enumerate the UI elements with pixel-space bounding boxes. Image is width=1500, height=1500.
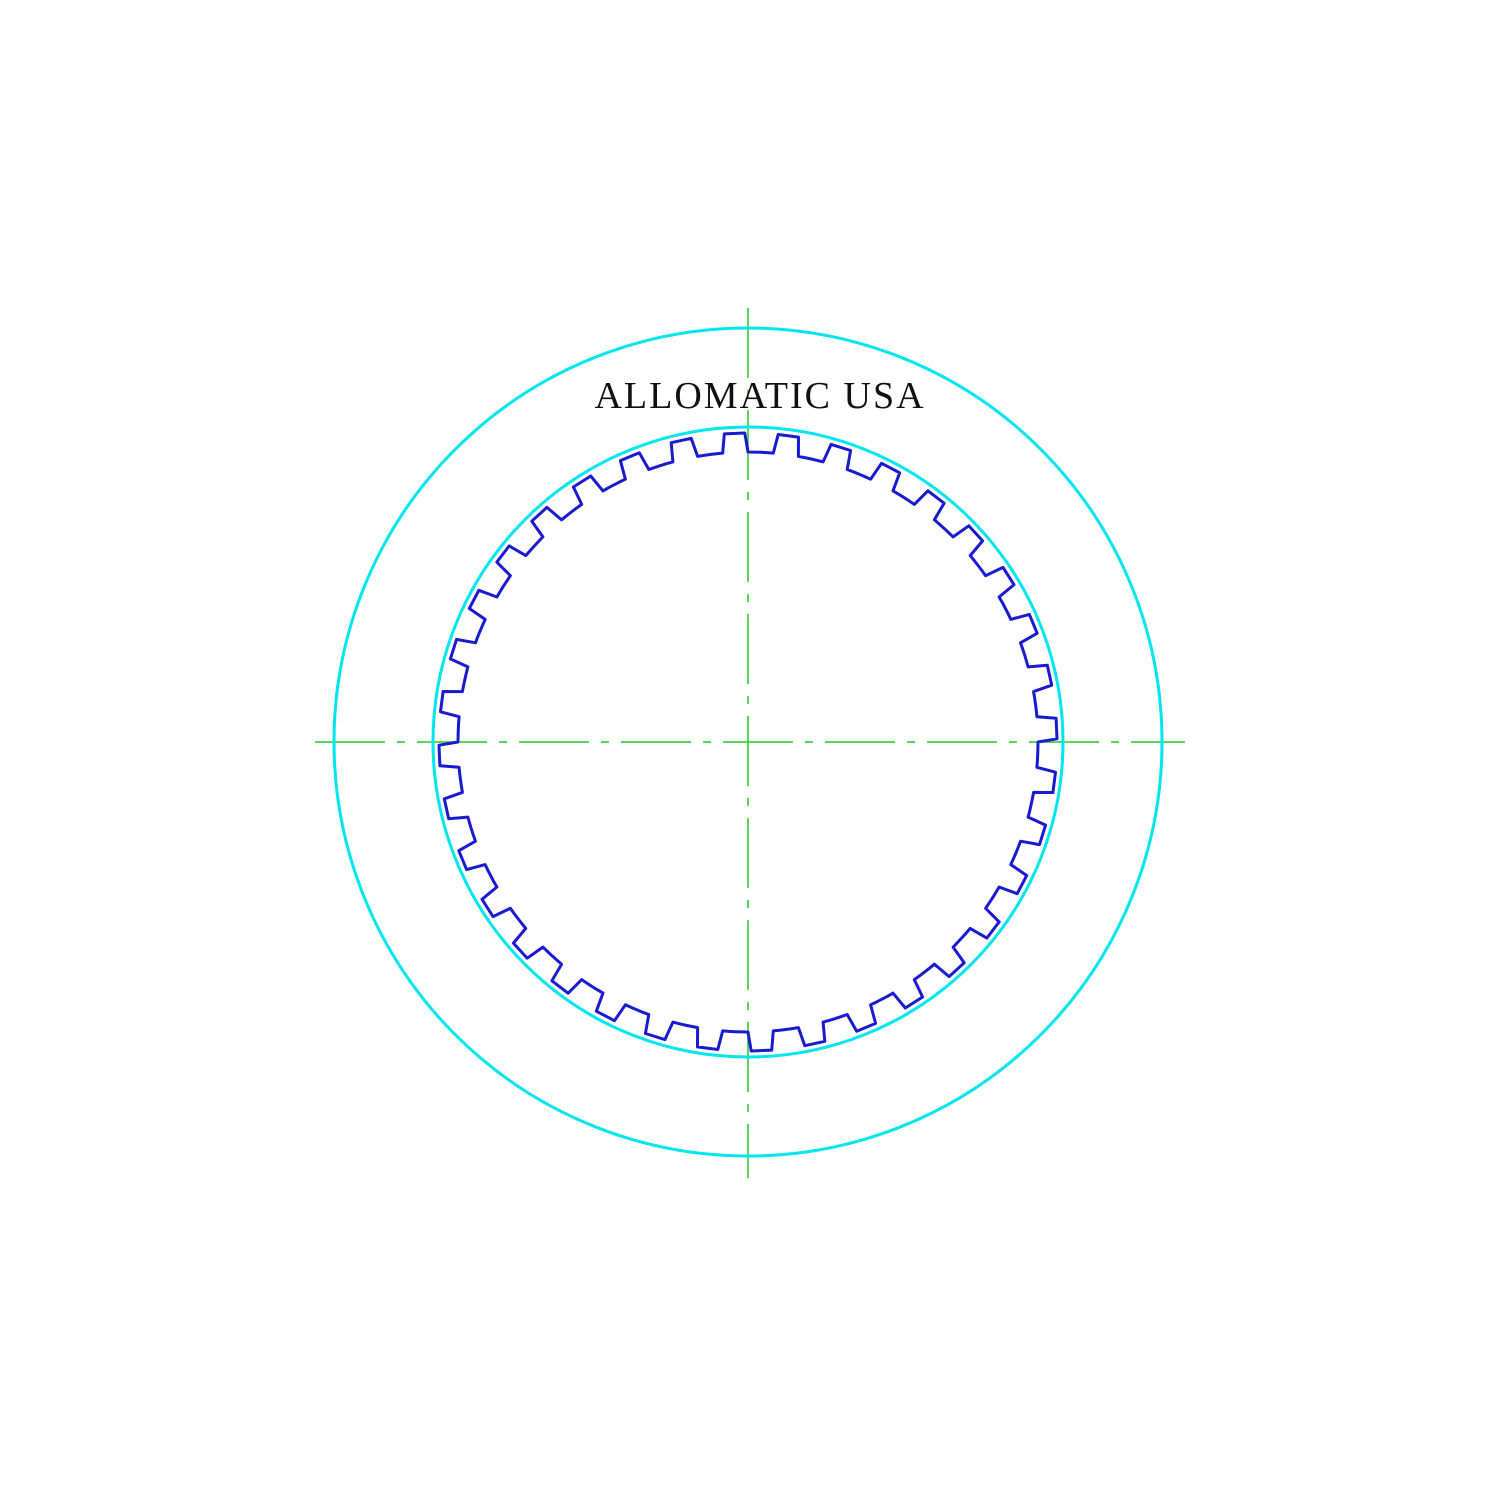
manufacturer-label: ALLOMATIC USA xyxy=(594,375,925,417)
inner-diameter-ring xyxy=(431,425,1065,1059)
outer-diameter-ring xyxy=(332,326,1164,1158)
internal-spline-profile xyxy=(437,431,1059,1053)
